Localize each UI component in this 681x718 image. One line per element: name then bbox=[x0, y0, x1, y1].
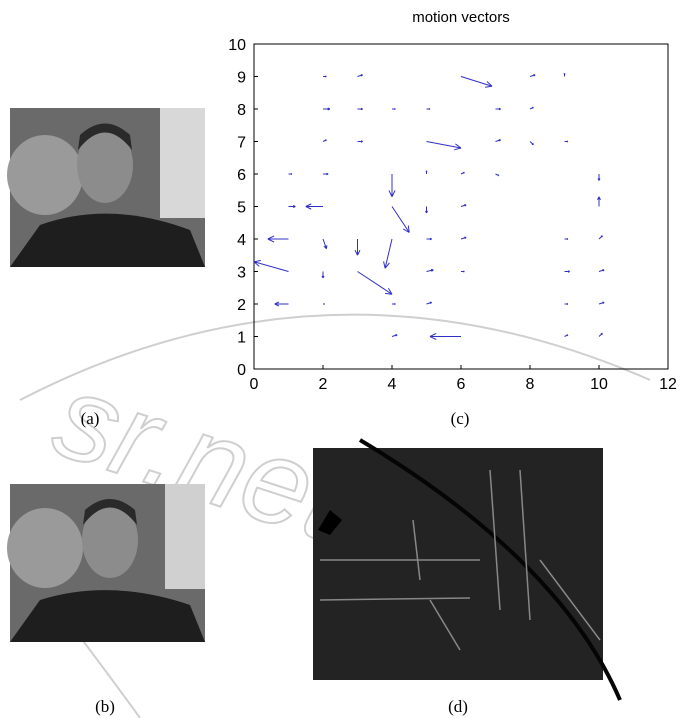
motion-vector bbox=[564, 270, 570, 273]
motion-vector bbox=[323, 75, 327, 78]
panel-label: (a) bbox=[81, 409, 100, 428]
motion-vector bbox=[322, 238, 328, 250]
y-tick-label: 5 bbox=[237, 200, 246, 217]
x-tick-label: 8 bbox=[526, 376, 535, 393]
motion-vector bbox=[426, 141, 462, 151]
motion-vector bbox=[392, 108, 396, 110]
panel-label: (b) bbox=[95, 697, 115, 716]
motion-vector bbox=[598, 301, 605, 305]
motion-vector bbox=[288, 173, 293, 175]
y-tick-label: 0 bbox=[237, 362, 246, 379]
y-tick-label: 6 bbox=[237, 167, 246, 184]
motion-vector bbox=[495, 107, 501, 111]
motion-vector bbox=[392, 303, 396, 305]
motion-vector bbox=[529, 141, 534, 146]
y-tick-label: 8 bbox=[237, 102, 246, 119]
motion-vector bbox=[426, 268, 434, 272]
motion-vector bbox=[563, 73, 566, 77]
photo-b bbox=[7, 484, 205, 642]
motion-vector bbox=[461, 270, 465, 273]
motion-vector bbox=[426, 237, 432, 241]
y-tick-label: 3 bbox=[237, 265, 246, 282]
motion-vector bbox=[598, 235, 603, 240]
y-tick-label: 2 bbox=[237, 297, 246, 314]
motion-vector bbox=[597, 174, 601, 181]
x-tick-label: 10 bbox=[590, 376, 608, 393]
motion-vector bbox=[391, 206, 410, 233]
motion-vector bbox=[357, 74, 364, 77]
motion-vector bbox=[426, 301, 433, 305]
motion-vector bbox=[323, 107, 331, 111]
motion-vector bbox=[598, 332, 603, 337]
motion-vector bbox=[564, 303, 569, 305]
motion-vector bbox=[357, 107, 363, 111]
motion-vector bbox=[323, 172, 329, 176]
motion-vector bbox=[388, 174, 396, 197]
motion-vector bbox=[253, 260, 289, 272]
x-tick-label: 6 bbox=[457, 376, 466, 393]
chart-title: motion vectors bbox=[412, 9, 510, 26]
motion-vector bbox=[357, 271, 393, 295]
y-tick-label: 1 bbox=[237, 330, 246, 347]
motion-vector bbox=[425, 170, 428, 174]
motion-vector bbox=[529, 106, 534, 110]
motion-vector bbox=[597, 196, 601, 207]
motion-vector bbox=[564, 334, 569, 337]
motion-vector bbox=[321, 271, 325, 279]
motion-vector bbox=[460, 204, 467, 207]
motion-vector bbox=[564, 140, 569, 143]
motion-vector bbox=[354, 239, 361, 256]
difference-image bbox=[313, 438, 622, 701]
y-tick-label: 7 bbox=[237, 135, 246, 152]
motion-vector bbox=[495, 173, 500, 177]
y-tick-label: 4 bbox=[237, 232, 246, 249]
motion-vector bbox=[495, 139, 502, 142]
motion-vector bbox=[426, 108, 431, 110]
photo-a bbox=[7, 108, 205, 267]
x-tick-label: 12 bbox=[659, 376, 677, 393]
y-tick-label: 10 bbox=[228, 37, 246, 54]
motion-vector bbox=[529, 74, 536, 77]
motion-vector bbox=[267, 235, 289, 243]
motion-vector bbox=[460, 76, 493, 88]
motion-vector bbox=[305, 203, 323, 210]
motion-vector bbox=[288, 204, 296, 209]
motion-vector bbox=[383, 238, 393, 269]
motion-vector bbox=[357, 140, 363, 143]
motion-vector bbox=[274, 301, 289, 307]
motion-vector bbox=[322, 139, 327, 142]
motion-vector bbox=[323, 303, 325, 305]
motion-vector bbox=[429, 333, 461, 340]
motion-vector bbox=[598, 269, 605, 272]
x-tick-label: 2 bbox=[319, 376, 328, 393]
panel-label: (d) bbox=[448, 697, 468, 716]
motion-vector bbox=[460, 236, 467, 240]
motion-vector bbox=[564, 238, 569, 240]
watermark-arc bbox=[19, 313, 651, 401]
x-tick-label: 0 bbox=[250, 376, 259, 393]
motion-vector bbox=[460, 171, 465, 175]
motion-vector bbox=[425, 206, 428, 214]
panel-label: (c) bbox=[451, 409, 470, 428]
y-tick-label: 9 bbox=[237, 70, 246, 87]
x-tick-label: 4 bbox=[388, 376, 397, 393]
motion-vector bbox=[391, 334, 398, 337]
